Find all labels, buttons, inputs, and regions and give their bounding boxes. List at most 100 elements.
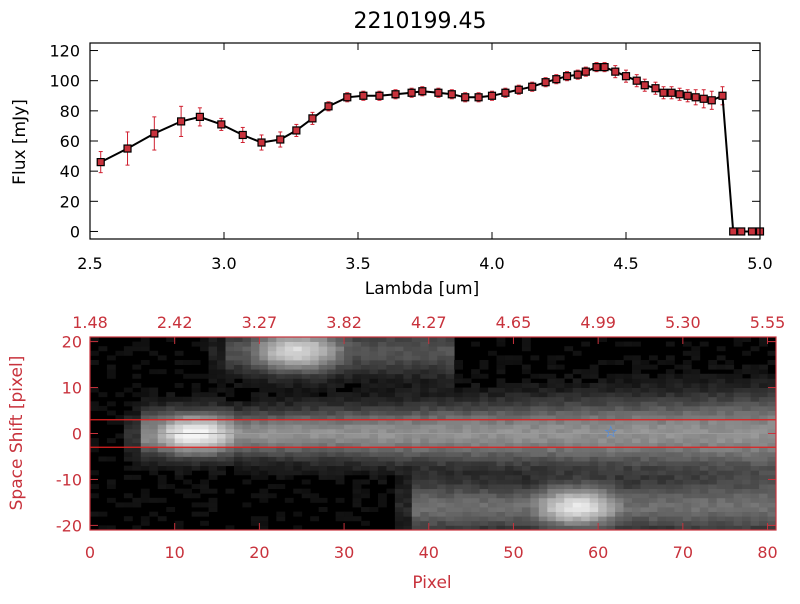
image-pixel [471,507,480,513]
image-pixel [716,405,726,411]
image-pixel [632,369,641,375]
image-pixel [403,433,413,439]
bottom-y-tick-label: 10 [62,379,82,398]
image-pixel [530,474,540,480]
image-pixel [276,516,286,522]
image-pixel [699,465,709,471]
image-pixel [369,382,379,388]
image-pixel [420,378,430,384]
image-pixel [488,497,497,503]
image-pixel [361,479,370,485]
bottom-y-tick-label: 20 [62,333,82,352]
image-pixel [301,341,311,347]
image-pixel [301,382,311,388]
image-pixel [208,341,218,347]
image-pixel [632,378,641,384]
image-pixel [149,387,159,393]
image-pixel [386,461,396,467]
image-pixel [335,461,345,467]
image-pixel [174,433,184,439]
image-pixel [106,401,116,407]
bottom-x-tick-label: 50 [503,543,523,562]
image-pixel [708,405,718,411]
image-pixel [555,415,565,421]
image-pixel [513,405,523,411]
image-pixel [564,456,574,462]
image-pixel [437,456,447,462]
image-pixel [632,396,641,402]
bottom-y-tick-label: -10 [56,470,82,489]
image-pixel [589,442,599,448]
image-pixel [716,470,726,476]
image-pixel [157,465,167,471]
bottom-top-wavelength-ticks: 1.48 2.42 3.27 3.82 4.27 4.65 4.99 5.30 5.55 [72,313,785,344]
image-pixel [327,364,337,370]
image-pixel [157,355,167,361]
image-pixel [657,516,667,522]
data-point [123,144,132,153]
image-pixel [267,442,277,448]
image-pixel [767,382,777,388]
image-pixel [276,382,286,388]
image-pixel [640,516,650,522]
image-pixel [318,461,328,467]
image-pixel [327,392,337,398]
image-pixel [513,493,523,499]
image-pixel [132,392,142,398]
image-pixel [530,419,540,425]
image-pixel [208,456,218,462]
image-pixel [538,447,548,453]
top-y-tick-label: 120 [49,42,80,61]
image-pixel [606,438,616,444]
image-pixel [572,428,582,434]
image-pixel [767,461,777,467]
image-pixel [682,484,692,490]
image-pixel [293,488,303,494]
image-pixel [445,378,455,384]
image-pixel [301,373,311,379]
image-pixel [504,493,514,499]
image-pixel [488,410,497,416]
image-pixel [513,415,523,421]
image-pixel [140,493,150,499]
image-pixel [174,442,184,448]
image-pixel [623,470,633,476]
image-pixel [547,401,557,407]
image-pixel [564,401,574,407]
image-pixel [284,433,294,439]
image-pixel [657,378,667,384]
image-pixel [335,479,345,485]
image-pixel [699,447,709,453]
image-pixel [623,396,633,402]
image-pixel [598,451,608,457]
image-pixel [233,465,243,471]
image-pixel [293,346,303,352]
image-pixel [750,396,760,402]
image-pixel [589,470,599,476]
image-pixel [589,520,599,526]
image-pixel [589,433,599,439]
image-pixel [250,428,260,434]
image-pixel [640,493,650,499]
image-pixel [403,525,413,531]
image-pixel [233,456,243,462]
image-pixel [479,479,489,485]
image-pixel [479,415,489,421]
image-pixel [166,442,176,448]
image-pixel [310,456,320,462]
image-pixel [682,465,692,471]
image-pixel [174,465,184,471]
image-pixel [581,507,591,513]
image-pixel [200,502,209,508]
image-pixel [403,497,413,503]
image-pixel [386,350,396,356]
image-pixel [657,433,667,439]
image-pixel [259,461,269,467]
image-pixel [310,447,320,453]
top-x-axis-label: Lambda [um] [365,279,479,299]
image-pixel [496,507,506,513]
image-pixel [716,364,726,370]
image-pixel [479,461,489,467]
image-pixel [674,387,684,393]
image-pixel [623,373,633,379]
